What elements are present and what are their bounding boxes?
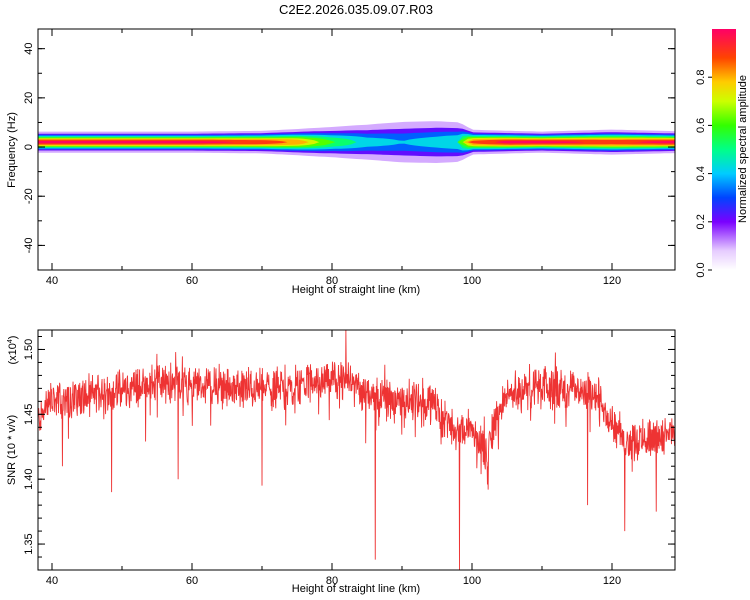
snr-ytick-label: 1.40 <box>23 468 35 489</box>
snr-xtick-label: 120 <box>603 575 621 587</box>
spectrogram-heatmap <box>38 121 675 163</box>
spectrogram-xtick-label: 100 <box>463 275 481 287</box>
spectrogram-ytick-label: 40 <box>23 43 35 55</box>
heatmap-level-9 <box>38 140 675 144</box>
snr-multiplier-exp: 4 <box>7 339 14 343</box>
snr-panel: 40 60 80 100 120 1.50 1.45 1.40 1.35 Height of s… <box>6 329 676 595</box>
svg-text:(x104): (x104) <box>7 336 19 365</box>
colorbar-tick-label: 0.2 <box>695 214 707 229</box>
snr-ytick-label: 1.35 <box>23 533 35 554</box>
colorbar: 0.0 0.2 0.4 0.6 0.8 Normalized spectral ampl… <box>695 29 749 278</box>
spectrogram-ytick-label: -20 <box>23 188 35 204</box>
colorbar-gradient <box>712 29 736 270</box>
spectrogram-xtick-label: 120 <box>603 275 621 287</box>
spectrogram-panel: 40 60 80 100 120 40 20 0 -20 -40 Height of straig… <box>6 28 676 296</box>
colorbar-ticks: 0.0 0.2 0.4 0.6 0.8 <box>695 70 712 278</box>
spectrogram-xtick-label: 80 <box>326 275 338 287</box>
spectrogram-ticks: 40 60 80 100 120 40 20 0 -20 -40 <box>23 29 675 287</box>
snr-xtick-label: 100 <box>463 575 481 587</box>
snr-ytick-label: 1.50 <box>23 339 35 360</box>
spectrogram-ytick-label: 20 <box>23 92 35 104</box>
snr-series-line <box>38 330 675 570</box>
snr-multiplier-base: (x10 <box>7 343 19 364</box>
snr-xtick-label: 40 <box>46 575 58 587</box>
snr-ylabel: SNR (10 * v/v) <box>6 415 18 485</box>
figure-title: C2E2.2026.035.09.07.R03 <box>279 2 433 17</box>
spectrogram-ytick-label: 0 <box>23 144 35 150</box>
spectrogram-frame <box>37 28 676 271</box>
snr-ticks: 40 60 80 100 120 1.50 1.45 1.40 1.35 <box>23 330 675 587</box>
colorbar-label: Normalized spectral amplitude <box>737 75 749 223</box>
snr-frame <box>37 329 676 571</box>
heatmap-level-8 <box>38 139 675 145</box>
colorbar-tick-label: 0.4 <box>695 166 707 181</box>
colorbar-tick-label: 0.6 <box>695 118 707 133</box>
colorbar-tick-label: 0.0 <box>695 262 707 277</box>
snr-multiplier: (x104) <box>7 336 19 365</box>
spectrogram-ylabel: Frequency (Hz) <box>6 112 18 188</box>
spectrogram-xlabel: Height of straight line (km) <box>292 284 420 296</box>
snr-ytick-label: 1.45 <box>23 404 35 425</box>
colorbar-tick-label: 0.8 <box>695 70 707 85</box>
snr-xtick-label: 80 <box>326 575 338 587</box>
spectrogram-ytick-label: -40 <box>23 237 35 253</box>
snr-xtick-label: 60 <box>186 575 198 587</box>
snr-xlabel: Height of straight line (km) <box>292 583 420 595</box>
spectrogram-xtick-label: 40 <box>46 275 58 287</box>
spectrogram-xtick-label: 60 <box>186 275 198 287</box>
